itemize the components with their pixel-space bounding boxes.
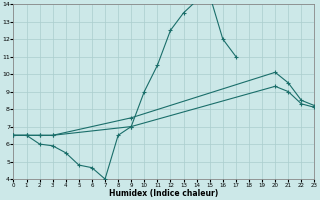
X-axis label: Humidex (Indice chaleur): Humidex (Indice chaleur) [109, 189, 219, 198]
